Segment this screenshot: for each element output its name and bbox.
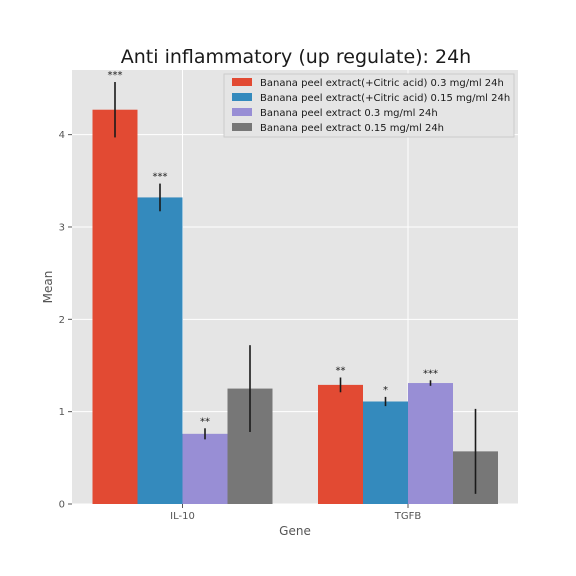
bar bbox=[408, 383, 453, 504]
legend-swatch bbox=[232, 78, 252, 86]
chart-title: Anti inflammatory (up regulate): 24h bbox=[121, 46, 471, 68]
legend-swatch bbox=[232, 93, 252, 101]
legend-label: Banana peel extract(+Citric acid) 0.15 m… bbox=[260, 93, 510, 104]
significance-label: *** bbox=[423, 368, 438, 379]
legend: Banana peel extract(+Citric acid) 0.3 mg… bbox=[224, 74, 514, 137]
y-tick-label: 4 bbox=[59, 130, 65, 141]
significance-label: * bbox=[383, 385, 388, 396]
y-axis: 0 1 2 3 4 bbox=[59, 130, 72, 510]
x-axis: IL-10 TGFB bbox=[170, 504, 421, 522]
bar bbox=[318, 385, 363, 504]
y-axis-label: Mean bbox=[41, 271, 55, 304]
y-tick-label: 3 bbox=[59, 222, 65, 233]
bar bbox=[138, 197, 183, 504]
legend-swatch bbox=[232, 108, 252, 116]
x-axis-label: Gene bbox=[279, 524, 311, 538]
bar bbox=[93, 110, 138, 504]
significance-label: ** bbox=[336, 365, 346, 376]
legend-swatch bbox=[232, 123, 252, 131]
y-tick-label: 2 bbox=[59, 315, 65, 326]
significance-label: ** bbox=[200, 416, 210, 427]
x-tick-label: TGFB bbox=[394, 511, 422, 522]
legend-label: Banana peel extract 0.3 mg/ml 24h bbox=[260, 108, 438, 119]
significance-label: *** bbox=[153, 172, 168, 183]
legend-label: Banana peel extract 0.15 mg/ml 24h bbox=[260, 123, 444, 134]
bar bbox=[183, 434, 228, 504]
bar bbox=[363, 402, 408, 504]
legend-label: Banana peel extract(+Citric acid) 0.3 mg… bbox=[260, 78, 504, 89]
significance-label: *** bbox=[108, 70, 123, 81]
y-tick-label: 0 bbox=[59, 500, 65, 511]
y-tick-label: 1 bbox=[59, 407, 65, 418]
x-tick-label: IL-10 bbox=[170, 511, 195, 522]
